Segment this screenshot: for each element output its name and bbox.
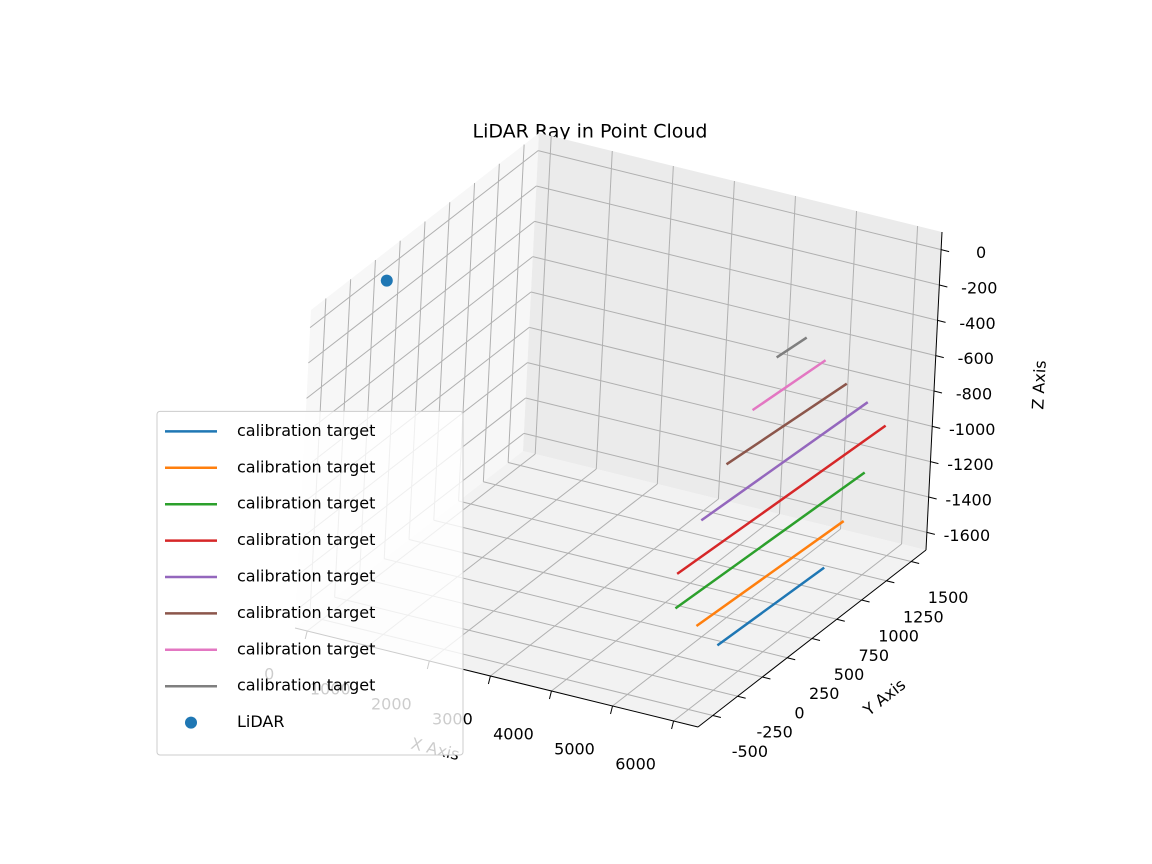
tick-mark — [935, 355, 944, 359]
legend: calibration target calibration target cali… — [156, 410, 464, 756]
y-tick-label: -250 — [756, 723, 792, 742]
y-tick-label: 1500 — [928, 588, 969, 607]
y-tick-label: -500 — [732, 742, 768, 761]
grid-line — [304, 256, 534, 435]
tick-mark — [861, 599, 870, 603]
tick-mark — [930, 461, 939, 465]
grid-line — [408, 539, 813, 639]
calibration-line — [775, 336, 808, 359]
z-axis-title: Z Axis — [1028, 360, 1050, 410]
y-tick-label: 500 — [834, 665, 865, 684]
tick-mark — [928, 496, 937, 500]
legend-label: calibration target — [237, 530, 375, 549]
grid-line — [532, 256, 936, 357]
tick-mark — [937, 319, 946, 323]
y-tick-label: 250 — [809, 684, 840, 703]
legend-box — [156, 410, 464, 756]
z-tick-label: -1200 — [947, 455, 994, 474]
y-axis-line — [697, 549, 927, 728]
z-tick-label: 0 — [976, 243, 986, 262]
grid-line — [308, 185, 537, 364]
calibration-line — [725, 382, 848, 466]
tick-mark — [836, 618, 845, 622]
tick-mark — [610, 705, 614, 715]
grid-line — [433, 519, 837, 620]
grid-line — [309, 150, 539, 329]
x-tick-label: 4000 — [493, 725, 534, 744]
grid-line — [527, 362, 931, 463]
grid-line — [306, 220, 535, 399]
grid-line — [508, 462, 912, 563]
x-tick-label: 5000 — [554, 740, 595, 759]
calibration-line — [695, 520, 845, 628]
legend-label: calibration target — [237, 676, 375, 695]
z-tick-label: -200 — [961, 279, 997, 298]
tick-mark — [787, 657, 796, 661]
legend-marker — [185, 716, 197, 729]
lidar-point — [380, 274, 393, 287]
tick-mark — [762, 676, 771, 680]
z-tick-label: -800 — [956, 385, 992, 404]
tick-mark — [737, 695, 746, 699]
grid-line — [537, 150, 942, 251]
calibration-line — [674, 471, 866, 610]
legend-label: calibration target — [237, 567, 375, 586]
tick-mark — [811, 638, 821, 641]
grid-line — [523, 432, 928, 533]
y-tick-label: 0 — [794, 703, 804, 722]
y-tick-label: 1250 — [903, 607, 944, 626]
grid-line — [483, 481, 887, 582]
calibration-line — [676, 424, 887, 575]
y-tick-label: 750 — [859, 646, 890, 665]
x-tick-label: 6000 — [615, 755, 656, 774]
tick-mark — [712, 714, 721, 718]
tick-mark — [886, 580, 895, 584]
grid-line — [525, 397, 929, 498]
z-tick-label: -400 — [959, 314, 995, 333]
tick-mark — [926, 531, 936, 535]
legend-label: calibration target — [237, 421, 375, 440]
tick-mark — [487, 675, 491, 685]
y-tick-label: 1000 — [878, 627, 919, 646]
tick-mark — [932, 425, 941, 429]
tick-mark — [940, 249, 950, 253]
z-tick-label: -1600 — [944, 526, 991, 545]
tick-mark — [548, 690, 552, 700]
legend-label: calibration target — [237, 494, 375, 513]
z-axis-line — [925, 231, 943, 551]
tick-mark — [911, 561, 920, 565]
tick-mark — [671, 720, 675, 730]
calibration-line — [751, 359, 827, 412]
z-tick-label: -1400 — [945, 491, 992, 510]
grid-line — [534, 220, 938, 321]
z-tick-label: -1000 — [949, 420, 996, 439]
tick-mark — [939, 284, 948, 288]
grid-line — [529, 326, 933, 427]
calibration-line — [700, 401, 869, 522]
calibration-line — [716, 566, 825, 647]
legend-label: calibration target — [237, 457, 375, 476]
z-tick-label: -600 — [958, 349, 994, 368]
chart-title: LiDAR Ray in Point Cloud — [473, 121, 708, 143]
grid-line — [536, 185, 940, 286]
grid-line — [458, 500, 862, 601]
tick-mark — [933, 390, 943, 394]
legend-label: calibration target — [237, 603, 375, 622]
grid-line — [530, 291, 935, 392]
legend-label: calibration target — [237, 639, 375, 658]
legend-label: LiDAR — [237, 712, 284, 731]
